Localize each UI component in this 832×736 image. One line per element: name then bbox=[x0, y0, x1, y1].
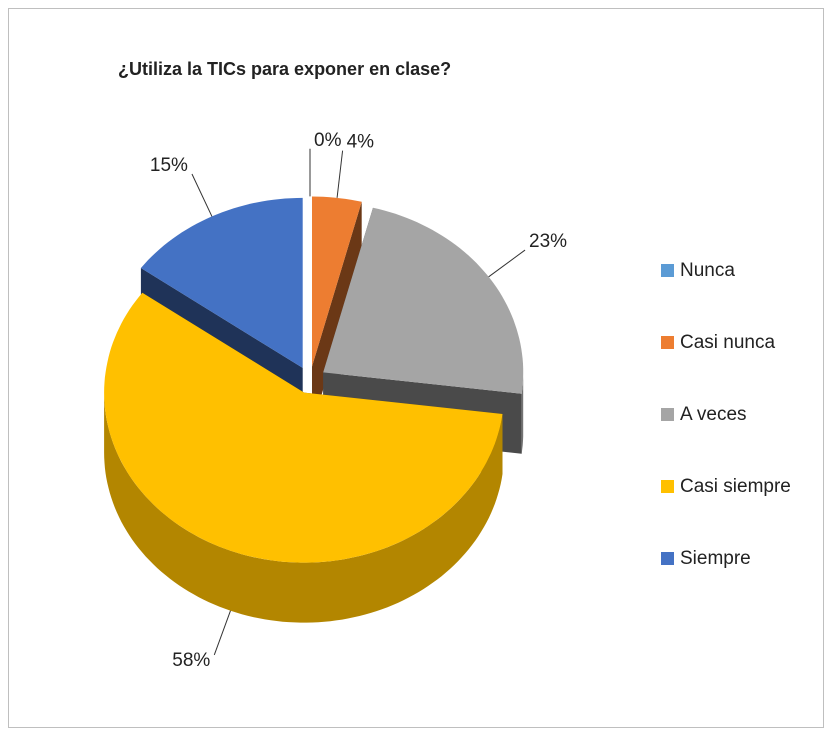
leader-line bbox=[213, 610, 231, 656]
legend-label: Nunca bbox=[680, 260, 735, 281]
slice bbox=[104, 292, 503, 563]
legend-swatch bbox=[661, 480, 674, 493]
legend-swatch bbox=[661, 408, 674, 421]
legend-swatch bbox=[661, 264, 674, 277]
legend-swatch bbox=[661, 552, 674, 565]
leader-line bbox=[336, 150, 344, 198]
data-label: 23% bbox=[529, 231, 567, 252]
data-label: 0% bbox=[314, 130, 342, 151]
slice bbox=[323, 207, 524, 394]
chart-title: ¿Utiliza la TICs para exponer en clase? bbox=[118, 59, 451, 79]
slice bbox=[312, 196, 362, 367]
legend-label: Casi nunca bbox=[680, 332, 775, 353]
leader-line bbox=[191, 173, 213, 217]
slice bbox=[140, 197, 303, 368]
slice-wall bbox=[104, 392, 503, 623]
legend-label: Siempre bbox=[680, 548, 751, 569]
legend-label: A veces bbox=[680, 404, 747, 425]
data-label: 4% bbox=[347, 132, 375, 153]
legend-swatch bbox=[661, 336, 674, 349]
slice-wall bbox=[521, 372, 524, 454]
data-label: 15% bbox=[150, 155, 188, 176]
leader-line bbox=[488, 249, 526, 278]
legend-label: Casi siempre bbox=[680, 476, 791, 497]
data-label: 58% bbox=[172, 650, 210, 671]
